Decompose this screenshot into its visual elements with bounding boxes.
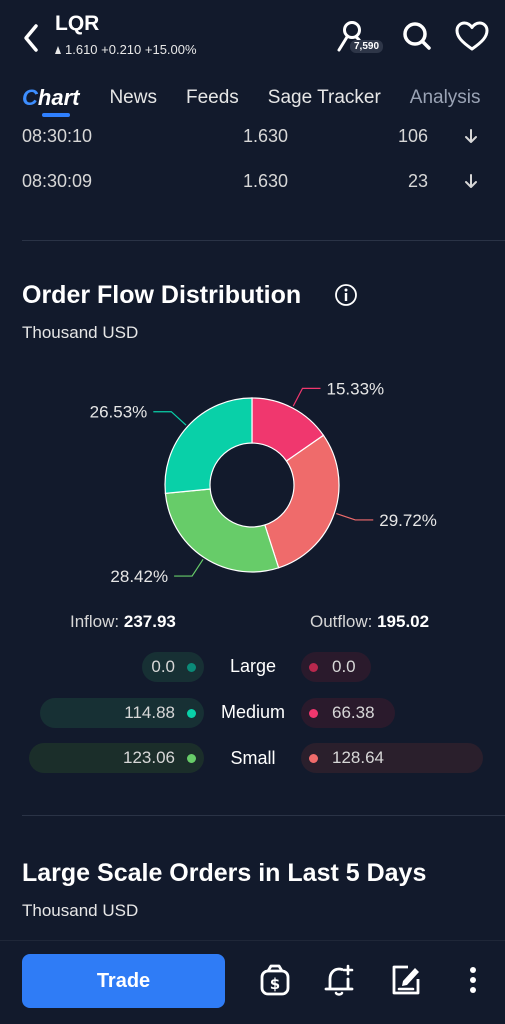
- arrow-down-icon: [465, 129, 477, 143]
- trade-button[interactable]: Trade: [22, 954, 225, 1008]
- donut-leader-line: [153, 411, 187, 426]
- notification-badge: 7,590: [350, 40, 384, 53]
- inflow-summary: Inflow: 237.93: [70, 612, 176, 632]
- small-outflow-dot: [309, 753, 318, 763]
- outflow-label: Outflow:: [310, 612, 373, 631]
- inflow-value: 237.93: [123, 612, 176, 631]
- medium-outflow-dot: [309, 708, 318, 718]
- medium-inflow-dot: [187, 708, 196, 718]
- info-icon: [335, 284, 357, 306]
- medium-outflow-value: 66.38: [332, 703, 375, 722]
- medium-outflow-pill: 66.38: [301, 698, 395, 728]
- inflow-label: Inflow:: [70, 612, 120, 631]
- donut-leader-line: [336, 512, 374, 521]
- more-button[interactable]: [455, 962, 491, 998]
- info-button[interactable]: [334, 283, 358, 307]
- order-flow-donut-chart: 15.33% 29.72% 28.42% 26.53%: [90, 379, 437, 586]
- donut-leader-line: [292, 387, 321, 407]
- large-orders-unit: Thousand USD: [22, 901, 139, 920]
- trade-price: 1.630: [243, 171, 289, 191]
- medium-inflow-value: 114.88: [124, 703, 175, 722]
- donut-percent-label: 28.42%: [110, 567, 168, 586]
- small-inflow-value: 123.06: [123, 748, 175, 767]
- large-outflow-pill: 0.0: [301, 652, 371, 682]
- heart-icon: [455, 21, 489, 51]
- tab-news[interactable]: News: [109, 87, 157, 108]
- small-inflow-dot: [187, 753, 196, 763]
- quote-line: 1.610 +0.210 +15.00%: [55, 42, 197, 57]
- order-flow-unit: Thousand USD: [22, 323, 139, 342]
- search-icon: [403, 22, 431, 50]
- trade-row: 08:30:10 1.630 106: [22, 126, 482, 150]
- small-outflow-value: 128.64: [332, 748, 384, 767]
- donut-leader-line: [174, 559, 204, 577]
- back-button[interactable]: [18, 20, 46, 56]
- quote-text: 1.610 +0.210 +15.00%: [65, 42, 197, 57]
- medium-inflow-pill: 114.88: [40, 698, 204, 728]
- large-orders-title: Large Scale Orders in Last 5 Days: [22, 859, 427, 887]
- order-flow-title: Order Flow Distribution: [22, 281, 302, 309]
- favorite-button[interactable]: [454, 18, 490, 54]
- large-outflow-value: 0.0: [332, 657, 356, 676]
- tab-sage-tracker[interactable]: Sage Tracker: [267, 87, 381, 108]
- medium-category-label: Medium: [220, 702, 286, 722]
- up-triangle-icon: [55, 45, 61, 54]
- section-divider: [22, 815, 505, 816]
- donut-percent-label: 15.33%: [326, 379, 384, 398]
- search-button[interactable]: [399, 18, 435, 54]
- trade-time: 08:30:09: [22, 171, 93, 191]
- more-vertical-icon: [470, 967, 476, 993]
- trade-volume: 106: [397, 126, 428, 146]
- active-tab-indicator: [42, 113, 70, 117]
- large-inflow-dot: [187, 662, 196, 672]
- tab-chart[interactable]: Chart: [22, 85, 80, 110]
- small-outflow-pill: 128.64: [301, 743, 483, 773]
- large-inflow-pill: 0.0: [142, 652, 204, 682]
- donut-slice: [264, 434, 340, 569]
- trade-volume: 23: [407, 171, 428, 191]
- outflow-value: 195.02: [377, 612, 430, 631]
- donut-percent-label: 26.53%: [90, 403, 148, 422]
- svg-text:$: $: [270, 975, 280, 993]
- donut-slice: [164, 397, 253, 495]
- price-alert-button[interactable]: [322, 962, 358, 998]
- edit-note-icon: [392, 965, 420, 995]
- trade-price: 1.630: [243, 126, 289, 146]
- money-bag-icon: $: [260, 964, 290, 996]
- small-category-label: Small: [230, 748, 276, 768]
- arrow-down-icon: [465, 174, 477, 188]
- large-inflow-value: 0.0: [151, 657, 175, 676]
- outflow-summary: Outflow: 195.02: [310, 612, 429, 632]
- large-category-label: Large: [229, 656, 277, 676]
- money-bag-button[interactable]: $: [257, 962, 293, 998]
- edit-note-button[interactable]: [388, 962, 424, 998]
- ticker-symbol: LQR: [55, 12, 100, 35]
- back-chevron-icon: [24, 24, 38, 52]
- donut-percent-label: 29.72%: [379, 511, 437, 530]
- trade-time: 08:30:10: [22, 126, 93, 146]
- donut-slice: [164, 488, 280, 573]
- trade-row: 08:30:09 1.630 23: [22, 171, 482, 195]
- tab-bar: Chart News Feeds Sage Tracker Analysis: [0, 78, 505, 118]
- large-outflow-dot: [309, 662, 318, 672]
- bell-add-icon: [324, 964, 354, 996]
- section-divider: [22, 240, 505, 241]
- small-inflow-pill: 123.06: [29, 743, 204, 773]
- tab-feeds[interactable]: Feeds: [185, 87, 239, 108]
- tab-analysis[interactable]: Analysis: [409, 87, 481, 108]
